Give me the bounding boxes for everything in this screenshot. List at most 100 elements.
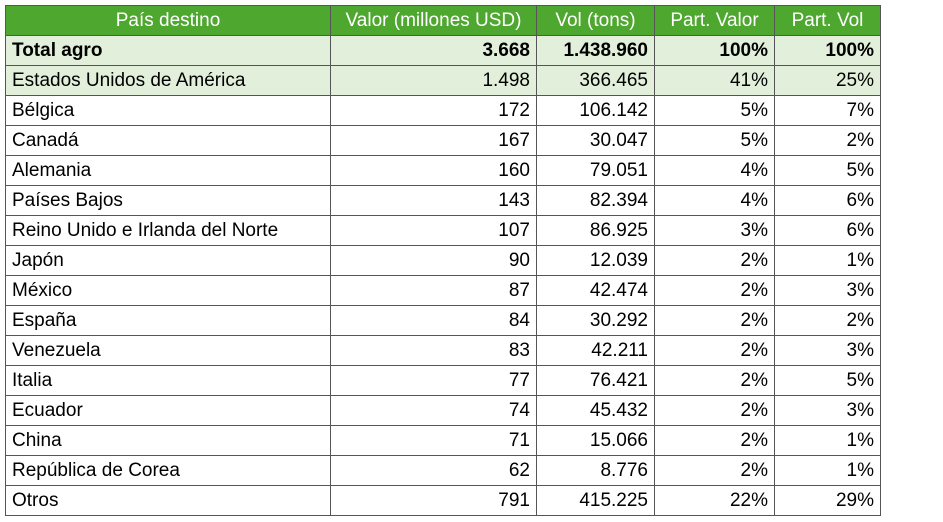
table-row: México 87 42.474 2% 3% [5, 275, 881, 306]
table-row: Japón 90 12.039 2% 1% [5, 245, 881, 276]
column-header: Vol (tons) [536, 5, 655, 36]
value-cell: 1% [774, 245, 881, 276]
table-row: Estados Unidos de América 1.498 366.465 41%… [5, 65, 881, 96]
value-cell: 8.776 [536, 455, 655, 486]
value-cell: 3% [774, 335, 881, 366]
value-cell: 42.211 [536, 335, 655, 366]
value-cell: 3% [654, 215, 775, 246]
value-cell: 25% [774, 65, 881, 96]
table-row: Bélgica 172 106.142 5% 7% [5, 95, 881, 126]
table-row: Alemania 160 79.051 4% 5% [5, 155, 881, 186]
value-cell: 83 [330, 335, 537, 366]
table-row: China 71 15.066 2% 1% [5, 425, 881, 456]
country-cell: Japón [5, 245, 331, 276]
column-header: País destino [5, 5, 331, 36]
value-cell: 1% [774, 455, 881, 486]
table-row: Países Bajos 143 82.394 4% 6% [5, 185, 881, 216]
value-cell: 84 [330, 305, 537, 336]
value-cell: 415.225 [536, 485, 655, 516]
value-cell: 77 [330, 365, 537, 396]
table-row: República de Corea 62 8.776 2% 1% [5, 455, 881, 486]
value-cell: 2% [774, 125, 881, 156]
table-row: Italia 77 76.421 2% 5% [5, 365, 881, 396]
value-cell: 100% [774, 35, 881, 66]
table-row: Canadá 167 30.047 5% 2% [5, 125, 881, 156]
value-cell: 7% [774, 95, 881, 126]
value-cell: 5% [654, 125, 775, 156]
value-cell: 1% [774, 425, 881, 456]
value-cell: 30.292 [536, 305, 655, 336]
value-cell: 6% [774, 215, 881, 246]
value-cell: 107 [330, 215, 537, 246]
value-cell: 2% [654, 425, 775, 456]
total-row: Total agro 3.668 1.438.960 100% 100% [5, 35, 881, 66]
value-cell: 2% [654, 455, 775, 486]
value-cell: 3.668 [330, 35, 537, 66]
value-cell: 2% [654, 395, 775, 426]
export-destinations-table: País destino Valor (millones USD) Vol (ton… [5, 5, 881, 516]
country-cell: República de Corea [5, 455, 331, 486]
value-cell: 12.039 [536, 245, 655, 276]
value-cell: 29% [774, 485, 881, 516]
value-cell: 76.421 [536, 365, 655, 396]
country-cell: Ecuador [5, 395, 331, 426]
country-cell: Países Bajos [5, 185, 331, 216]
value-cell: 22% [654, 485, 775, 516]
value-cell: 62 [330, 455, 537, 486]
value-cell: 90 [330, 245, 537, 276]
country-cell: Alemania [5, 155, 331, 186]
table-row: Ecuador 74 45.432 2% 3% [5, 395, 881, 426]
value-cell: 41% [654, 65, 775, 96]
column-header: Part. Valor [654, 5, 775, 36]
value-cell: 5% [654, 95, 775, 126]
table-row: Reino Unido e Irlanda del Norte 107 86.925… [5, 215, 881, 246]
value-cell: 6% [774, 185, 881, 216]
value-cell: 172 [330, 95, 537, 126]
country-cell: Venezuela [5, 335, 331, 366]
country-cell: Otros [5, 485, 331, 516]
value-cell: 86.925 [536, 215, 655, 246]
value-cell: 2% [654, 275, 775, 306]
country-cell: Canadá [5, 125, 331, 156]
table-row: Otros 791 415.225 22% 29% [5, 485, 881, 516]
header-row: País destino Valor (millones USD) Vol (ton… [5, 5, 881, 36]
value-cell: 5% [774, 155, 881, 186]
value-cell: 3% [774, 395, 881, 426]
value-cell: 5% [774, 365, 881, 396]
value-cell: 3% [774, 275, 881, 306]
value-cell: 1.438.960 [536, 35, 655, 66]
value-cell: 160 [330, 155, 537, 186]
country-cell: Estados Unidos de América [5, 65, 331, 96]
value-cell: 15.066 [536, 425, 655, 456]
value-cell: 4% [654, 155, 775, 186]
table-row: Venezuela 83 42.211 2% 3% [5, 335, 881, 366]
value-cell: 4% [654, 185, 775, 216]
value-cell: 2% [654, 365, 775, 396]
country-cell: España [5, 305, 331, 336]
country-cell: Total agro [5, 35, 331, 66]
value-cell: 366.465 [536, 65, 655, 96]
value-cell: 74 [330, 395, 537, 426]
value-cell: 87 [330, 275, 537, 306]
value-cell: 79.051 [536, 155, 655, 186]
country-cell: China [5, 425, 331, 456]
value-cell: 45.432 [536, 395, 655, 426]
value-cell: 791 [330, 485, 537, 516]
value-cell: 42.474 [536, 275, 655, 306]
value-cell: 2% [654, 245, 775, 276]
value-cell: 106.142 [536, 95, 655, 126]
value-cell: 1.498 [330, 65, 537, 96]
column-header: Valor (millones USD) [330, 5, 537, 36]
column-header: Part. Vol [774, 5, 881, 36]
table-row: España 84 30.292 2% 2% [5, 305, 881, 336]
value-cell: 143 [330, 185, 537, 216]
country-cell: México [5, 275, 331, 306]
value-cell: 2% [654, 305, 775, 336]
value-cell: 82.394 [536, 185, 655, 216]
country-cell: Reino Unido e Irlanda del Norte [5, 215, 331, 246]
value-cell: 2% [774, 305, 881, 336]
value-cell: 2% [654, 335, 775, 366]
value-cell: 167 [330, 125, 537, 156]
value-cell: 30.047 [536, 125, 655, 156]
country-cell: Bélgica [5, 95, 331, 126]
